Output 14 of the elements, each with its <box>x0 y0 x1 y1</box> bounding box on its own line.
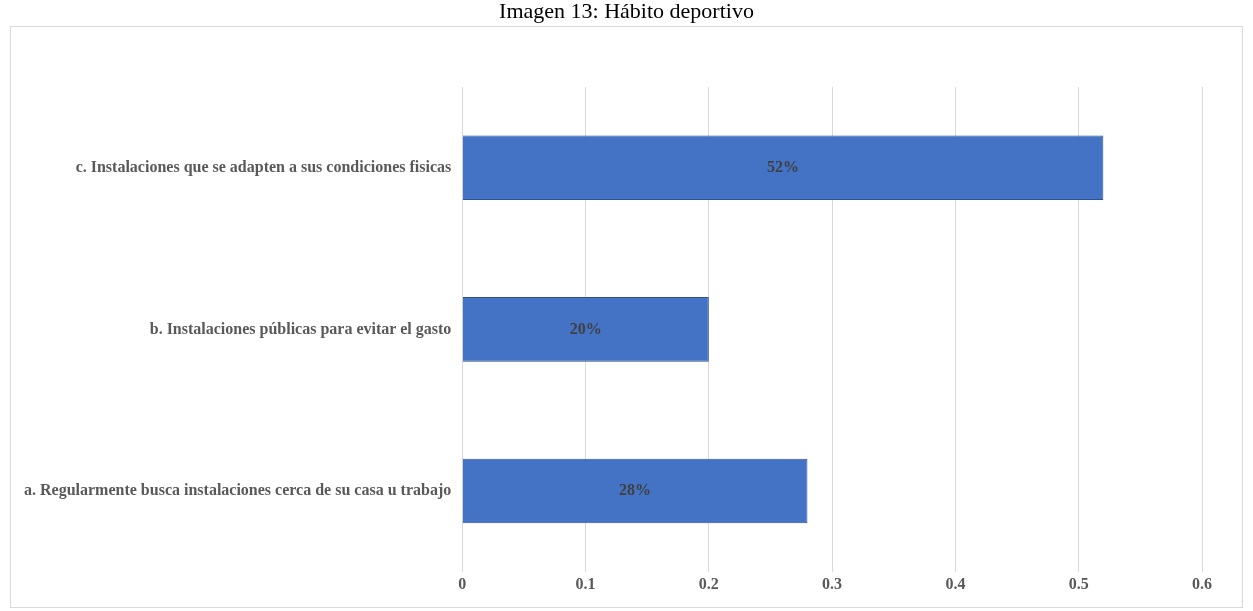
data-label: 52% <box>767 157 800 175</box>
y-tick-label: a. Regularmente busca instalaciones cerca de su casa u trabajo <box>23 481 452 500</box>
x-tick-label: 0.1 <box>575 574 596 592</box>
y-tick-label: b. Instalaciones públicas para evitar el gasto <box>149 319 452 338</box>
x-tick-label: 0.6 <box>1192 574 1212 592</box>
x-tick-label: 0.2 <box>698 574 719 592</box>
y-tick-label: c. Instalaciones que se adapten a sus condiciones fisicas <box>75 157 452 176</box>
x-tick-label: 0.4 <box>945 574 966 592</box>
chart-title: Imagen 13: Hábito deportivo <box>498 0 755 25</box>
x-tick-label: 0.5 <box>1068 574 1089 592</box>
data-label: 28% <box>619 481 652 499</box>
data-label: 20% <box>569 319 602 337</box>
x-tick-label: 0.3 <box>822 574 843 592</box>
x-tick-label: 0 <box>458 574 467 592</box>
